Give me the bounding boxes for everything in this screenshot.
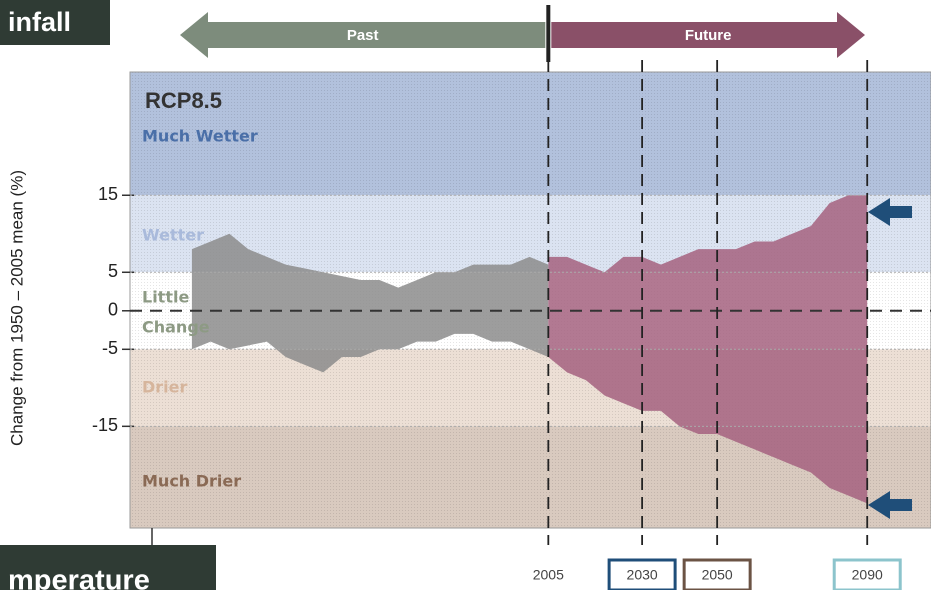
x-tick-label: 2050 — [702, 567, 733, 583]
y-tick-label: -15 — [92, 415, 118, 435]
band-texture — [130, 72, 931, 196]
y-tick-label: -5 — [102, 338, 118, 358]
bottom-tab-text: mperature — [8, 565, 150, 590]
left-tab-text: infall — [8, 7, 71, 37]
y-tick-label: 0 — [108, 300, 118, 320]
period-label: Future — [685, 27, 732, 44]
y-tick-label: 5 — [108, 261, 118, 281]
band-label: Wetter — [142, 226, 204, 245]
x-tick-label: 2090 — [852, 567, 883, 583]
x-tick-label: 2030 — [627, 567, 658, 583]
chart-title: RCP8.5 — [145, 88, 222, 113]
period-label: Past — [347, 27, 379, 44]
y-tick-label: 15 — [98, 184, 118, 204]
plot-frame — [129, 71, 931, 529]
x-tick-label: 2005 — [533, 567, 564, 583]
year-box — [832, 558, 902, 590]
band-label: Much Drier — [142, 472, 241, 491]
band-label: Little — [142, 288, 189, 307]
overlay: Much Wetter Wetter Little Change Drier Much D… — [92, 5, 931, 590]
period-arrow — [551, 12, 865, 58]
band-label: Change — [142, 318, 210, 337]
range-area — [191, 233, 549, 373]
band-label: Drier — [142, 378, 188, 397]
year-box — [682, 558, 752, 590]
band-label: Much Wetter — [142, 127, 258, 146]
bottom-tab — [0, 545, 216, 590]
pointer-arrow — [868, 198, 912, 226]
left-tab — [0, 0, 110, 45]
period-arrow — [180, 12, 546, 58]
year-box — [607, 558, 677, 590]
pointer-arrow — [868, 491, 912, 519]
y-axis-title: Change from 1950 – 2005 mean (%) — [7, 170, 26, 446]
